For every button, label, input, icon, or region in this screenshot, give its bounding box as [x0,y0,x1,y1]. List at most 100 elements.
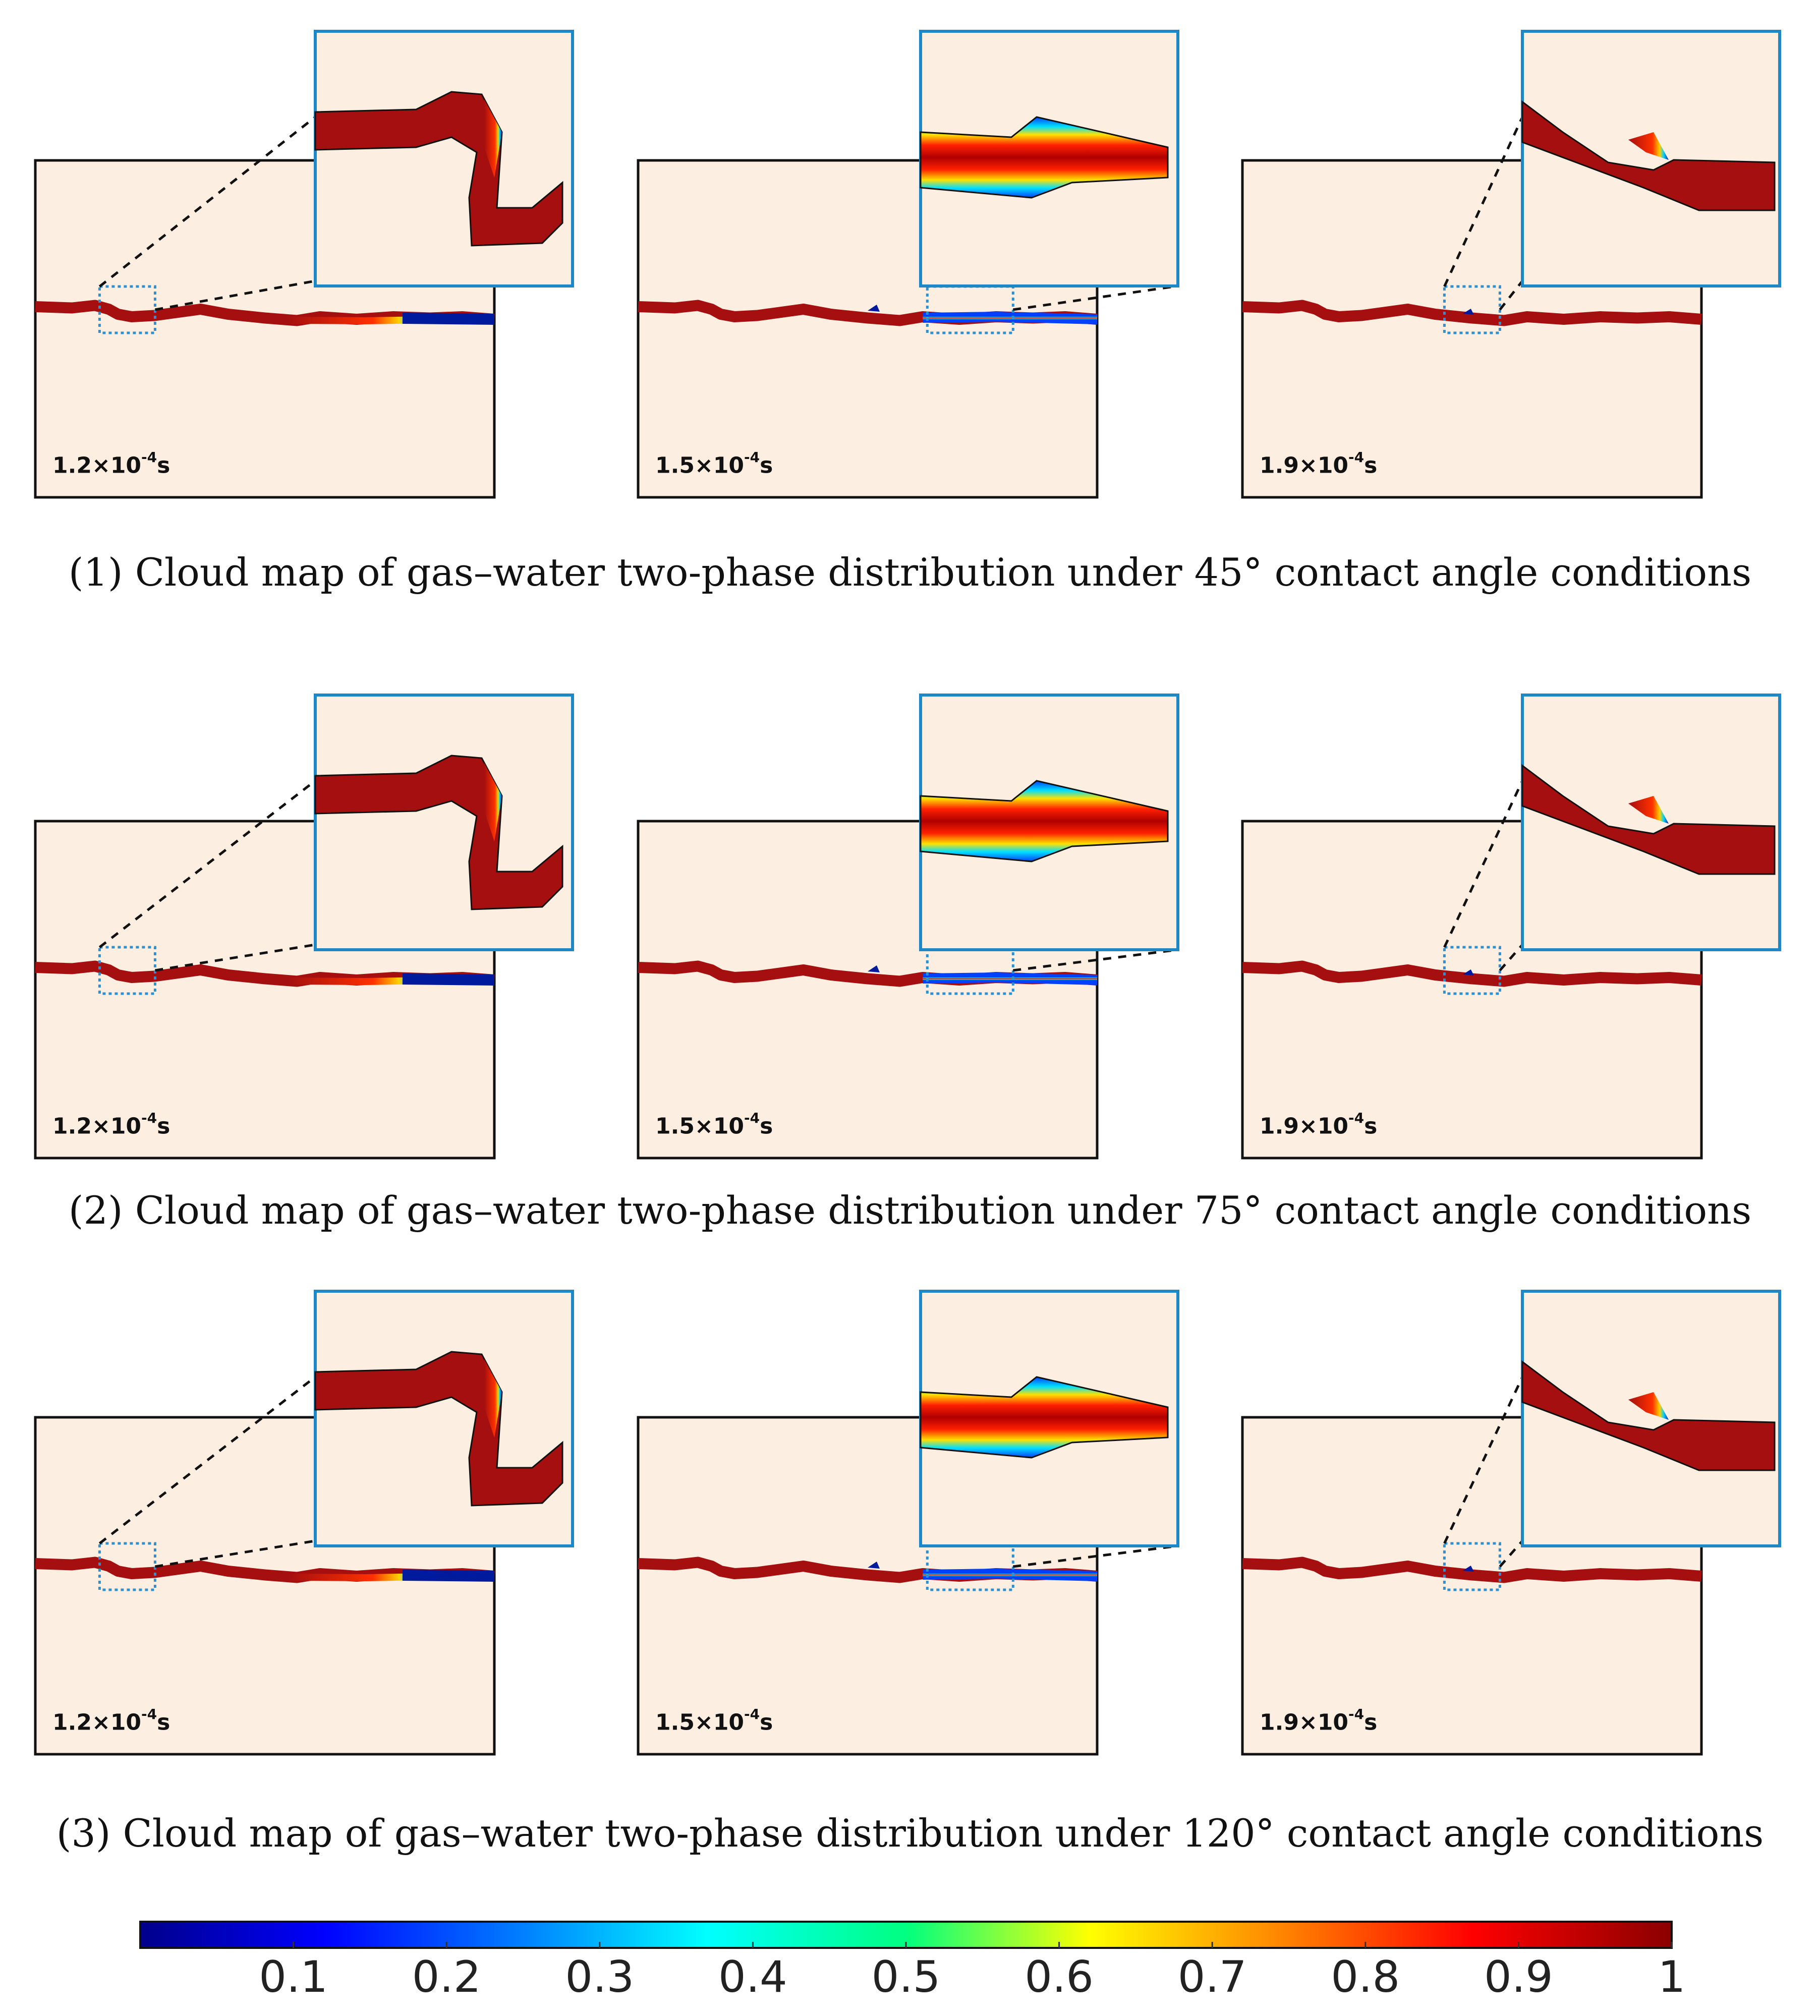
channel-zoom [920,116,1169,199]
channel-zoom [1521,764,1776,875]
colorbar-tick-label: 0.5 [871,1952,941,2002]
leader-line [98,116,316,287]
leader-line [98,1376,316,1544]
row-caption-2: (2) Cloud map of gas–water two-phase dis… [68,1188,1752,1233]
time-base: 1.5×10 [655,1709,745,1736]
channel-zoom [920,1376,1169,1459]
gas-bubble-zoom [1628,796,1669,824]
panel-r3-c3 [1241,1290,1781,1756]
time-base: 1.9×10 [1260,452,1349,479]
row-caption-1: (1) Cloud map of gas–water two-phase dis… [68,550,1752,595]
colorbar-tick-label: 0.6 [1025,1952,1094,2002]
time-unit: s [1364,1113,1378,1139]
colorbar [139,1921,1673,1949]
leader-line [1443,780,1524,948]
colorbar-tick-label: 1 [1658,1952,1686,2002]
time-label: 1.2×10-4s [52,1706,170,1736]
gas-bubble [868,1562,880,1569]
time-unit: s [157,1709,170,1736]
colorbar-tick-label: 0.4 [718,1952,787,2002]
zoom-inset [1521,30,1781,287]
panel-r3-c1 [34,1290,574,1756]
gas-phase [402,313,495,325]
channel-zoom [1521,100,1776,211]
interface-band [923,311,1098,324]
zoom-inset [1521,694,1781,951]
colorbar-tick-label: 0.1 [259,1952,328,2002]
time-unit: s [1364,1709,1378,1736]
leader-line [1012,948,1178,972]
panel-r3-c2 [637,1290,1179,1756]
leader-line [1499,944,1523,971]
zoom-inset [314,1290,574,1547]
time-exponent: -4 [141,1110,157,1126]
time-base: 1.5×10 [655,1113,745,1139]
time-exponent: -4 [141,1706,157,1722]
time-label: 1.9×10-4s [1260,1706,1378,1736]
time-unit: s [157,1113,170,1139]
leader-line [1499,1540,1523,1568]
time-exponent: -4 [744,449,760,466]
time-exponent: -4 [1348,449,1364,466]
zoom-inset [314,694,574,951]
gas-bubble [1462,1566,1474,1572]
time-label: 1.9×10-4s [1260,449,1378,479]
panel-r1-c1 [34,30,574,499]
leader-line [154,279,316,311]
zoom-inset [1521,1290,1781,1547]
zoom-inset [314,30,574,287]
time-exponent: -4 [744,1110,760,1126]
interface-zoom [484,763,502,841]
colorbar-tick-label: 0.3 [565,1952,635,2002]
panel-r2-c2 [637,694,1179,1160]
gas-bubble-zoom [1628,1392,1669,1420]
colorbar-tick-label: 0.8 [1331,1952,1400,2002]
gas-bubble [868,305,880,312]
time-unit: s [760,1113,773,1139]
time-base: 1.2×10 [52,1709,142,1736]
time-label: 1.2×10-4s [52,449,170,479]
leader-line [155,943,316,972]
time-base: 1.9×10 [1260,1709,1349,1736]
time-unit: s [1364,452,1378,479]
gas-bubble [1462,969,1474,975]
gas-phase [402,1570,495,1582]
pore-channel [1242,300,1702,326]
channel-zoom [1521,1360,1776,1471]
pore-channel [1242,960,1702,987]
channel-zoom [920,780,1169,862]
time-unit: s [157,452,170,479]
colorbar-tick-label: 0.7 [1177,1952,1247,2002]
time-base: 1.2×10 [52,452,142,479]
gas-phase [402,973,495,986]
panel-r1-c3 [1241,30,1781,499]
leader-line [1012,284,1178,311]
time-unit: s [760,452,773,479]
time-label: 1.2×10-4s [52,1110,170,1139]
leader-line [1443,116,1524,287]
time-exponent: -4 [744,1706,760,1722]
time-label: 1.5×10-4s [655,449,773,479]
time-base: 1.5×10 [655,452,745,479]
interface-band [923,1568,1098,1581]
gas-bubble [868,965,880,972]
leader-line [1499,280,1523,311]
gas-bubble [1462,309,1474,315]
colorbar-tick-label: 0.2 [412,1952,481,2002]
time-label: 1.5×10-4s [655,1110,773,1139]
time-exponent: -4 [1348,1706,1364,1722]
interface-band [923,972,1098,985]
panel-r2-c3 [1241,694,1781,1160]
time-label: 1.9×10-4s [1260,1110,1378,1139]
time-base: 1.9×10 [1260,1113,1349,1139]
interface-zoom [484,1359,502,1437]
pore-channel [1242,1557,1702,1583]
leader-line [1012,1544,1178,1568]
time-unit: s [760,1709,773,1736]
interface-zoom [484,99,502,178]
time-base: 1.2×10 [52,1113,142,1139]
panel-r1-c2 [637,30,1179,499]
time-label: 1.5×10-4s [655,1706,773,1736]
colorbar-tick-label: 0.9 [1484,1952,1553,2002]
